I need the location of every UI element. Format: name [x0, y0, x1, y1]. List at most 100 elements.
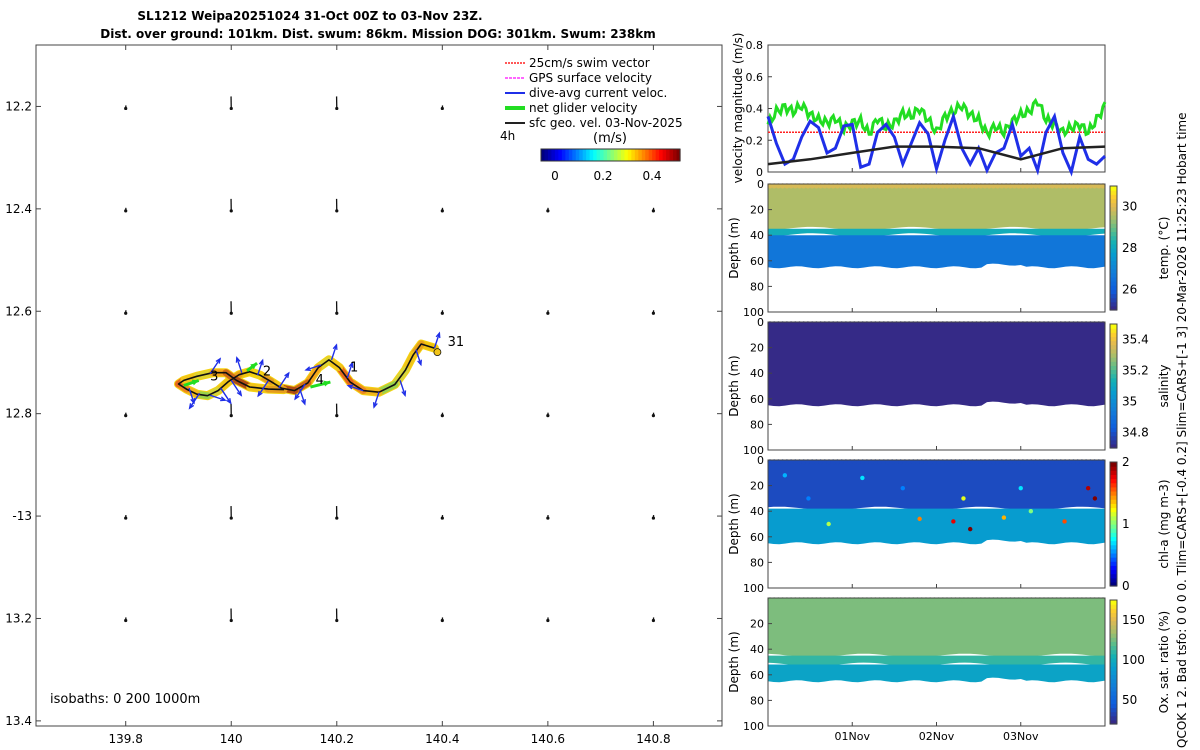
- section-top-dot: [906, 597, 912, 603]
- section-ytick-label: 80: [750, 418, 764, 431]
- section-top-dot: [809, 183, 815, 189]
- geo-arrow-head: [651, 311, 656, 315]
- section-top-dot: [944, 321, 950, 327]
- section-top-dot: [826, 597, 832, 603]
- section-top-dot: [830, 321, 836, 327]
- section-colorbar-cell: [1110, 186, 1117, 191]
- current-arrow: [330, 344, 338, 361]
- section-top-dot: [927, 183, 933, 189]
- section-top-dot: [855, 183, 862, 189]
- section-top-dot: [864, 183, 870, 189]
- current-arrow: [433, 332, 441, 349]
- section-top-dot: [813, 597, 820, 603]
- section-top-dot: [851, 183, 857, 189]
- section-top-dot: [902, 321, 908, 327]
- colorbar-cell: [641, 149, 646, 161]
- section-colorbar-cell: [1110, 276, 1117, 282]
- section-colorbar-label: Ox. sat. ratio (%): [1157, 611, 1171, 713]
- section-ytick-label: 80: [750, 694, 764, 707]
- velocity-ticks: 0 0.2 0.4 0.6 0.8: [746, 39, 1022, 179]
- current-arrow-head: [372, 402, 378, 409]
- section-top-dot: [1092, 321, 1098, 327]
- map-xtick-label: 140.4: [425, 732, 459, 746]
- geo-arrow-head: [440, 414, 444, 418]
- section-top-dot: [780, 597, 786, 603]
- current-arrow: [188, 387, 195, 404]
- current-arrow: [299, 388, 306, 405]
- section-colorbar-tick: 35: [1122, 395, 1137, 409]
- section-top-dot: [1058, 597, 1064, 603]
- section-top-dot: [818, 321, 824, 327]
- section-top-dot: [1028, 183, 1034, 189]
- section-top-dot: [906, 459, 912, 465]
- colorbar-cell: [613, 149, 619, 161]
- section-colorbar-cell: [1110, 466, 1117, 471]
- section-colorbar-cell: [1110, 423, 1117, 428]
- section-top-dot: [910, 183, 916, 189]
- section-colorbar-cell: [1110, 600, 1117, 605]
- section-top-dot: [1083, 183, 1089, 189]
- section-top-dot: [931, 459, 938, 465]
- section-top-dot: [805, 321, 811, 327]
- section-top-dot: [965, 459, 971, 465]
- current-arrow: [347, 384, 364, 392]
- chla-spot: [1018, 485, 1023, 491]
- section-top-dot: [1092, 183, 1098, 189]
- geo-arrow-head: [546, 516, 550, 520]
- section-top-dot: [1096, 459, 1102, 465]
- section-top-dot: [839, 321, 845, 327]
- section-top-dot: [1087, 183, 1093, 189]
- section-top-dot: [1087, 597, 1093, 603]
- section-top-dot: [1037, 321, 1043, 327]
- section-colorbar-cell: [1110, 536, 1117, 542]
- section-colorbar-cell: [1110, 336, 1117, 342]
- section-top-dot: [889, 321, 895, 327]
- section-ytick-label: 20: [750, 480, 764, 493]
- section-colorbar-cell: [1110, 557, 1117, 562]
- section-top-dot: [1020, 597, 1026, 603]
- section-top-dot: [1024, 597, 1030, 603]
- section-top-dot: [923, 183, 929, 189]
- section-top-dot: [843, 183, 849, 189]
- section-top-dot: [990, 459, 997, 465]
- section-top-dot: [855, 459, 862, 465]
- section-ytick-label: 0: [757, 178, 764, 191]
- day-label: 1: [350, 361, 358, 376]
- section-top-dot: [847, 183, 853, 189]
- geo-arrow-head: [335, 414, 339, 418]
- current-arrow-head: [301, 399, 306, 406]
- chla-spot: [1028, 509, 1034, 514]
- section-colorbar-cell: [1110, 394, 1117, 399]
- section-colorbar-cell: [1110, 386, 1117, 391]
- section-top-dot: [1016, 597, 1022, 603]
- section-top-dot: [969, 597, 975, 603]
- section-ytick-label: 40: [750, 505, 764, 518]
- colorbar-cell: [544, 149, 549, 161]
- section-ytick-label: 0: [757, 454, 764, 467]
- section-top-dot: [995, 597, 1001, 603]
- section-chla: 0 20 40 60 80 100 Depth (m) 0 1 2 chl-a (mg m-3): [727, 454, 1171, 595]
- section-ytick-label: 20: [750, 204, 764, 217]
- section-top-dot: [860, 459, 866, 465]
- section-top-dot: [936, 597, 942, 603]
- colorbar-cell: [582, 149, 587, 161]
- section-top-dot: [1100, 459, 1106, 465]
- section-colorbar-cell: [1110, 478, 1117, 484]
- section-colorbar-cell: [1110, 361, 1117, 366]
- current-arrow-head: [188, 403, 195, 410]
- section-top-dot: [919, 597, 925, 603]
- section-colorbar-cell: [1110, 223, 1117, 228]
- section-colorbar-cell: [1110, 690, 1117, 696]
- section-top-dot: [1049, 597, 1055, 603]
- section-top-dot: [818, 597, 824, 603]
- section-colorbar-cell: [1110, 573, 1117, 579]
- geo-arrow-head: [651, 516, 656, 520]
- section-top-dot: [1045, 321, 1051, 327]
- colorbar-cell: [631, 149, 636, 161]
- section-top-dot: [847, 459, 853, 465]
- map-ytick-label: 12.6: [5, 304, 32, 318]
- current-arrow-head: [215, 357, 222, 364]
- section-top-dot: [1033, 183, 1039, 189]
- section-colorbar-cell: [1110, 519, 1117, 525]
- section-top-dot: [822, 597, 828, 603]
